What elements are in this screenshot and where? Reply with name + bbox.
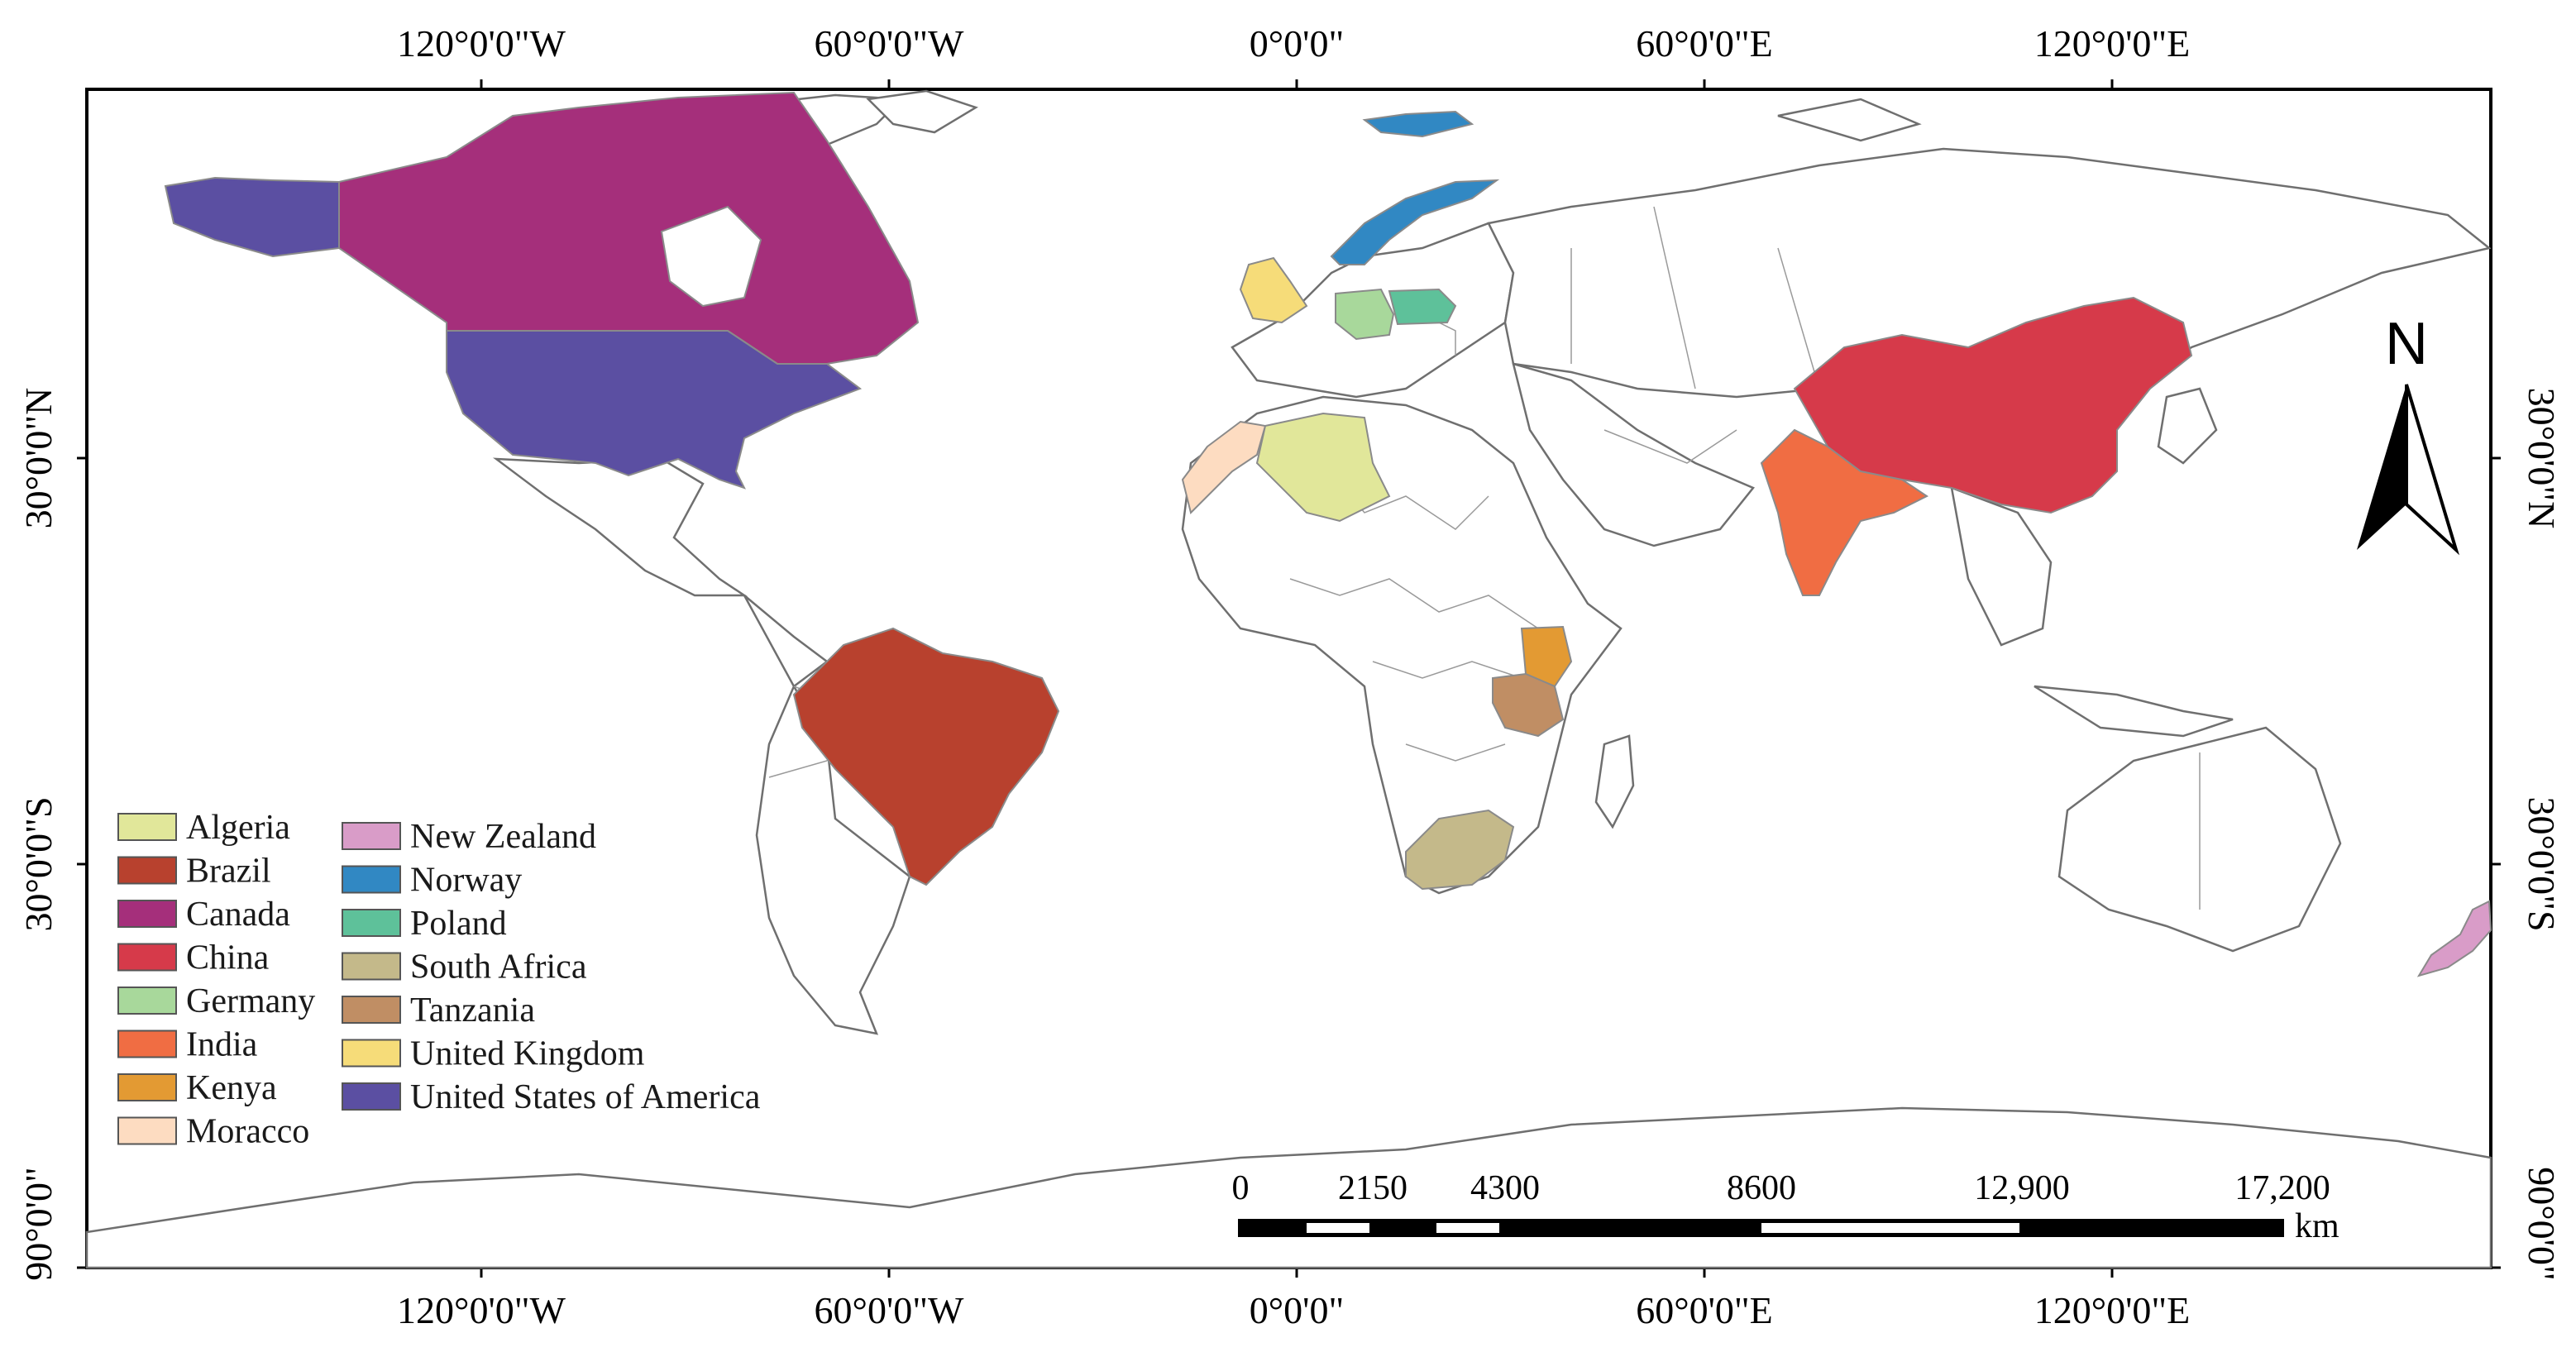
lon-label-bottom-60w: 60°0'0"W: [815, 1289, 964, 1331]
lon-label-top-0: 0°0'0": [1250, 22, 1344, 64]
scale-bar-seg-white-3: [1761, 1223, 2019, 1233]
legend-swatch: [117, 987, 177, 1015]
legend-label: Germany: [186, 982, 315, 1020]
legend-swatch: [117, 1073, 177, 1101]
north-label: N: [2385, 311, 2428, 377]
legend-swatch: [117, 856, 177, 885]
country-algeria: [1255, 412, 1391, 523]
lon-label-top-60e: 60°0'0"E: [1636, 22, 1773, 64]
lon-label-top-120w: 120°0'0"W: [397, 22, 566, 64]
lat-label-left-30s: 30°0'0"S: [17, 796, 60, 931]
legend-swatch: [342, 1039, 401, 1068]
legend-swatch: [117, 943, 177, 972]
legend-label: United States of America: [410, 1078, 761, 1116]
lon-label-top-120e: 120°0'0"E: [2034, 22, 2191, 64]
country-new-zealand: [2416, 900, 2492, 977]
legend-item: South Africa: [342, 948, 587, 987]
scale-bar-seg-white-1: [1307, 1223, 1369, 1233]
country-south-africa: [1405, 809, 1515, 891]
legend-item: India: [117, 1026, 258, 1064]
legend-item: New Zealand: [342, 818, 596, 856]
scale-unit: km: [2295, 1207, 2339, 1245]
legend-item: China: [117, 939, 270, 977]
lon-label-bottom-0: 0°0'0": [1250, 1289, 1344, 1331]
lat-label-right-30n: 30°0'0"N: [2521, 388, 2563, 529]
lon-label-bottom-60e: 60°0'0"E: [1636, 1289, 1773, 1331]
legend-label: United Kingdom: [410, 1035, 645, 1073]
legend-swatch: [342, 1082, 401, 1111]
lat-label-right-30s: 30°0'0"S: [2521, 796, 2563, 931]
legend-item: Brazil: [117, 853, 271, 891]
north-arrow-left-half: [2357, 385, 2406, 550]
country-germany: [1335, 288, 1395, 341]
legend-swatch: [342, 865, 401, 894]
hudson-bay: [660, 205, 762, 308]
legend-label: Tanzania: [410, 991, 535, 1030]
country-kenya: [1520, 625, 1573, 688]
legend-swatch: [342, 952, 401, 981]
scale-label-8600: 8600: [1727, 1169, 1796, 1207]
country-tanzania: [1492, 672, 1565, 738]
scale-label-0: 0: [1232, 1169, 1250, 1207]
country-norway-svalbard: [1362, 110, 1474, 138]
legend-item: Canada: [117, 896, 290, 934]
legend-swatch: [117, 813, 177, 841]
lon-label-top-60w: 60°0'0"W: [815, 22, 964, 64]
highlighted-countries: [164, 91, 2492, 977]
country-brazil: [792, 627, 1060, 886]
country-uk: [1239, 256, 1308, 324]
scale-bar: 0 2150 4300 8600 12,900 17,200 km: [1232, 1169, 2340, 1245]
legend-swatch: [117, 1030, 177, 1058]
scale-label-17200: 17,200: [2234, 1169, 2330, 1207]
scale-label-12900: 12,900: [1974, 1169, 2070, 1207]
country-norway: [1330, 179, 1500, 265]
legend-item: Algeria: [117, 809, 290, 847]
legend-item: Tanzania: [342, 991, 535, 1030]
legend-item: United States of America: [342, 1078, 761, 1116]
legend: Algeria Brazil Canada China Germany India Keny…: [117, 809, 761, 1151]
legend-label: New Zealand: [410, 818, 596, 856]
scale-bar-seg-white-2: [1436, 1223, 1499, 1233]
legend-item: Kenya: [117, 1069, 277, 1107]
legend-label: Kenya: [186, 1069, 277, 1107]
north-arrow: N: [2357, 311, 2460, 556]
legend-label: India: [186, 1026, 258, 1064]
legend-label: Canada: [186, 896, 290, 934]
lat-label-left-90: 90°0'0": [17, 1167, 60, 1280]
legend-label: Algeria: [186, 809, 290, 847]
legend-label: Moracco: [186, 1113, 309, 1151]
legend-swatch: [342, 909, 401, 937]
legend-swatch: [117, 900, 177, 928]
legend-label: Norway: [410, 862, 522, 900]
scale-bar-outline: [1238, 1219, 2284, 1237]
graticule-ticks: [77, 79, 2501, 1278]
legend-item: Norway: [342, 862, 522, 900]
scale-label-4300: 4300: [1470, 1169, 1540, 1207]
legend-swatch: [342, 996, 401, 1024]
legend-label: Poland: [410, 905, 507, 943]
country-usa: [446, 330, 863, 490]
lat-label-right-90: 90°0'0": [2521, 1167, 2563, 1280]
legend-label: South Africa: [410, 948, 587, 987]
legend-item: Moracco: [117, 1113, 309, 1151]
legend-item: Poland: [342, 905, 507, 943]
legend-swatch: [117, 1116, 177, 1145]
legend-item: United Kingdom: [342, 1035, 645, 1073]
country-china: [1793, 296, 2193, 514]
scale-label-2150: 2150: [1338, 1169, 1407, 1207]
legend-label: China: [186, 939, 270, 977]
country-poland: [1388, 288, 1457, 326]
legend-swatch: [342, 822, 401, 850]
lon-label-bottom-120e: 120°0'0"E: [2034, 1289, 2191, 1331]
lon-label-bottom-120w: 120°0'0"W: [397, 1289, 566, 1331]
legend-label: Brazil: [186, 853, 271, 891]
country-morocco: [1181, 420, 1267, 514]
lat-label-left-30n: 30°0'0"N: [17, 388, 60, 529]
legend-item: Germany: [117, 982, 315, 1020]
